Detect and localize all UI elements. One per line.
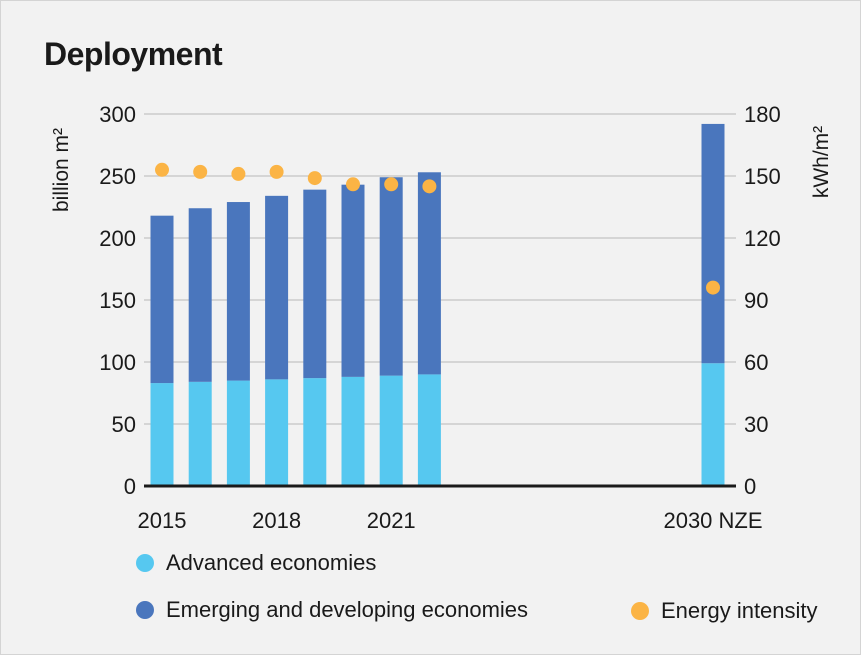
bar-advanced-2018 bbox=[265, 379, 289, 486]
y2-tick-label: 0 bbox=[744, 474, 756, 499]
y-tick-label: 150 bbox=[99, 288, 136, 313]
bar-advanced-2020 bbox=[341, 376, 365, 486]
bar-advanced-2021 bbox=[379, 375, 403, 486]
y-tick-label: 100 bbox=[99, 350, 136, 375]
y2-axis-label: kWh/m² bbox=[810, 126, 833, 198]
y2-tick-label: 120 bbox=[744, 226, 781, 251]
point-energy-intensity-2022 bbox=[422, 179, 437, 194]
bars bbox=[144, 123, 736, 488]
bar-emerging-2016 bbox=[188, 208, 212, 382]
y-axis-label: billion m² bbox=[50, 128, 73, 212]
y2-tick-label: 90 bbox=[744, 288, 768, 313]
point-energy-intensity-2019 bbox=[307, 171, 322, 186]
bar-emerging-2021 bbox=[379, 177, 403, 376]
point-energy-intensity-2021 bbox=[384, 177, 399, 192]
chart-title: Deployment bbox=[44, 36, 223, 72]
bar-emerging-2015 bbox=[150, 215, 174, 384]
y-tick-label: 200 bbox=[99, 226, 136, 251]
legend-swatch-advanced bbox=[136, 554, 154, 572]
bar-emerging-2019 bbox=[303, 189, 327, 379]
y2-tick-label: 30 bbox=[744, 412, 768, 437]
point-energy-intensity-2015 bbox=[155, 162, 169, 177]
legend-label-energy-intensity: Energy intensity bbox=[661, 598, 818, 623]
y-tick-label: 250 bbox=[99, 164, 136, 189]
bar-emerging-2030-nze bbox=[701, 123, 725, 364]
legend-item-emerging: Emerging and developing economies bbox=[136, 597, 528, 623]
point-energy-intensity-2030-nze bbox=[706, 280, 720, 295]
bar-emerging-2020 bbox=[341, 184, 365, 377]
bar-advanced-2030-nze bbox=[701, 363, 725, 486]
point-energy-intensity-2020 bbox=[346, 177, 360, 192]
legend-swatch-energy-intensity bbox=[631, 602, 649, 620]
y2-tick-label: 150 bbox=[744, 164, 781, 189]
bar-advanced-2016 bbox=[188, 381, 212, 486]
legend-label-emerging: Emerging and developing economies bbox=[166, 597, 529, 622]
point-energy-intensity-2016 bbox=[193, 164, 208, 179]
legend-swatch-emerging bbox=[136, 601, 154, 619]
bar-advanced-2017 bbox=[226, 380, 250, 486]
x-tick-label: 2021 bbox=[367, 508, 416, 533]
legend-label-advanced: Advanced economies bbox=[166, 550, 377, 575]
energy-intensity-points bbox=[155, 162, 720, 295]
y-tick-label: 50 bbox=[112, 412, 136, 437]
y2-tick-label: 60 bbox=[744, 350, 768, 375]
left-axis-ticks: 0 50 100 150 200 250 300 bbox=[99, 102, 136, 499]
x-axis-ticks: 2015 2018 2021 2030 NZE bbox=[138, 508, 763, 533]
bar-emerging-2022 bbox=[417, 172, 441, 375]
bar-emerging-2017 bbox=[226, 202, 250, 381]
bar-emerging-2018 bbox=[265, 195, 289, 380]
legend-item-energy-intensity: Energy intensity bbox=[631, 598, 818, 624]
bar-advanced-2015 bbox=[150, 383, 174, 486]
x-tick-label: 2018 bbox=[252, 508, 301, 533]
y-tick-label: 0 bbox=[124, 474, 136, 499]
bar-advanced-2019 bbox=[303, 378, 327, 486]
point-energy-intensity-2018 bbox=[269, 164, 284, 179]
y-tick-label: 300 bbox=[99, 102, 136, 127]
x-tick-label: 2015 bbox=[138, 508, 187, 533]
legend-item-advanced: Advanced economies bbox=[136, 550, 376, 576]
point-energy-intensity-2017 bbox=[231, 166, 246, 181]
right-axis-ticks: 0 30 60 90 120 150 180 bbox=[744, 102, 781, 499]
y2-tick-label: 180 bbox=[744, 102, 781, 127]
x-tick-label: 2030 NZE bbox=[663, 508, 762, 533]
bar-advanced-2022 bbox=[417, 374, 441, 486]
